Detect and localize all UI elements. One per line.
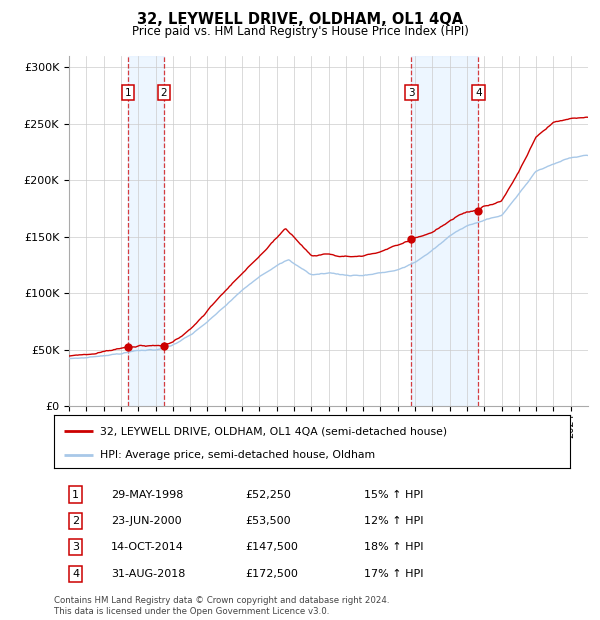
- Text: 14-OCT-2014: 14-OCT-2014: [111, 542, 184, 552]
- Bar: [412, 56, 478, 406]
- Text: Contains HM Land Registry data © Crown copyright and database right 2024.
This d: Contains HM Land Registry data © Crown c…: [54, 596, 389, 616]
- Text: 12% ↑ HPI: 12% ↑ HPI: [364, 516, 423, 526]
- Text: 32, LEYWELL DRIVE, OLDHAM, OL1 4QA: 32, LEYWELL DRIVE, OLDHAM, OL1 4QA: [137, 12, 463, 27]
- Text: 15% ↑ HPI: 15% ↑ HPI: [364, 490, 423, 500]
- Text: 29-MAY-1998: 29-MAY-1998: [111, 490, 183, 500]
- Text: 4: 4: [72, 569, 79, 578]
- Text: 2: 2: [72, 516, 79, 526]
- Text: 4: 4: [475, 87, 482, 97]
- Text: 17% ↑ HPI: 17% ↑ HPI: [364, 569, 423, 578]
- Text: £52,250: £52,250: [245, 490, 291, 500]
- Text: 3: 3: [408, 87, 415, 97]
- Text: Price paid vs. HM Land Registry's House Price Index (HPI): Price paid vs. HM Land Registry's House …: [131, 25, 469, 38]
- Text: £172,500: £172,500: [245, 569, 298, 578]
- Text: 31-AUG-2018: 31-AUG-2018: [111, 569, 185, 578]
- Text: 3: 3: [72, 542, 79, 552]
- Text: £147,500: £147,500: [245, 542, 298, 552]
- Text: 32, LEYWELL DRIVE, OLDHAM, OL1 4QA (semi-detached house): 32, LEYWELL DRIVE, OLDHAM, OL1 4QA (semi…: [100, 426, 448, 436]
- Text: 23-JUN-2000: 23-JUN-2000: [111, 516, 181, 526]
- Text: 1: 1: [72, 490, 79, 500]
- Text: 2: 2: [160, 87, 167, 97]
- Text: 18% ↑ HPI: 18% ↑ HPI: [364, 542, 423, 552]
- Text: HPI: Average price, semi-detached house, Oldham: HPI: Average price, semi-detached house,…: [100, 450, 376, 460]
- Bar: [128, 56, 164, 406]
- Text: £53,500: £53,500: [245, 516, 290, 526]
- Text: 1: 1: [125, 87, 131, 97]
